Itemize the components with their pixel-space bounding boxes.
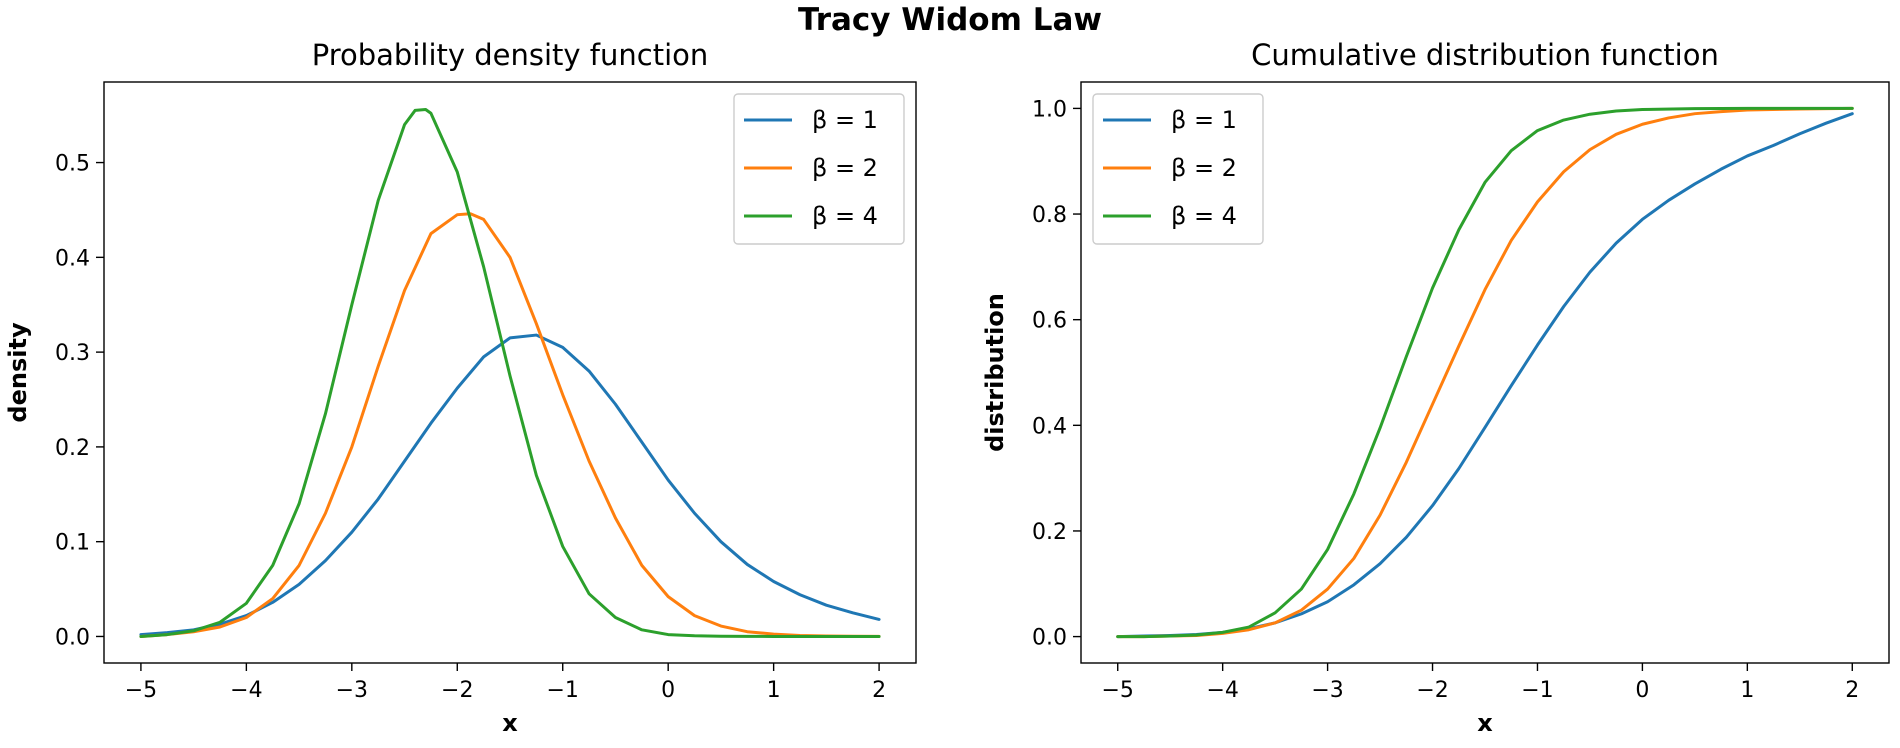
y-tick-label: 0.8 [1032,203,1067,228]
legend: β = 1 β = 2 β = 4 [733,93,905,245]
y-tick-label: 0.0 [1032,626,1067,651]
x-tick-label: 0 [661,678,675,703]
y-tick-label: 0.2 [1032,520,1067,545]
y-tick-label: 0.4 [1032,414,1067,439]
y-tick-label: 0.5 [55,152,90,177]
series-line-1 [139,333,881,637]
y-tick-label: 0.4 [55,246,90,271]
x-tick-label: −3 [336,678,368,703]
legend-label: β = 4 [812,202,878,230]
y-tick-label: 0.1 [55,531,90,556]
x-tick-label: −5 [1102,678,1134,703]
x-tick-label: 1 [767,678,781,703]
legend-label: β = 2 [812,154,878,182]
x-tick-label: −1 [1521,678,1553,703]
figure-suptitle: Tracy Widom Law [798,2,1102,38]
y-tick-label: 0.0 [55,625,90,650]
y-axis-label: distribution [981,293,1009,452]
legend: β = 1 β = 2 β = 4 [1092,93,1264,245]
x-tick-label: −4 [230,678,262,703]
legend-label: β = 4 [1171,202,1237,230]
x-tick-label: −5 [125,678,157,703]
y-tick-label: 0.6 [1032,309,1067,334]
series-line-3 [139,107,881,638]
x-axis-label: x [1477,709,1493,737]
series-line-2 [139,212,881,638]
y-tick-label: 0.2 [55,436,90,461]
legend-label: β = 1 [812,106,878,134]
x-axis-label: x [502,709,518,737]
x-tick-label: −3 [1311,678,1343,703]
y-axis-label: density [4,322,32,423]
x-tick-label: −4 [1206,678,1238,703]
x-tick-label: 1 [1740,678,1754,703]
y-tick-label: 0.3 [55,341,90,366]
legend-label: β = 2 [1171,154,1237,182]
chart-title: Probability density function [312,38,709,72]
x-tick-label: 2 [872,678,886,703]
cdf-chart: −5 −4 −3 −2 −1 0 1 2 0.0 0.2 0.4 0.6 0.8 1.0 Cumulativ… [981,38,1890,737]
x-tick-label: −2 [1416,678,1448,703]
legend-label: β = 1 [1171,106,1237,134]
x-tick-label: 2 [1845,678,1859,703]
plot-frame [103,81,917,664]
chart-title: Cumulative distribution function [1251,38,1719,72]
series-line-2 [1116,106,1854,639]
pdf-chart: −5 −4 −3 −2 −1 0 1 2 0.0 0.1 0.2 0.3 0.4 0.5 Probabili… [4,38,917,737]
x-tick-label: −1 [547,678,579,703]
series-line-3 [1116,106,1854,639]
x-tick-label: 0 [1635,678,1649,703]
x-tick-label: −2 [441,678,473,703]
y-tick-label: 1.0 [1032,97,1067,122]
legend-box [733,93,905,245]
legend-box [1092,93,1264,245]
plot-frame [1080,81,1890,664]
